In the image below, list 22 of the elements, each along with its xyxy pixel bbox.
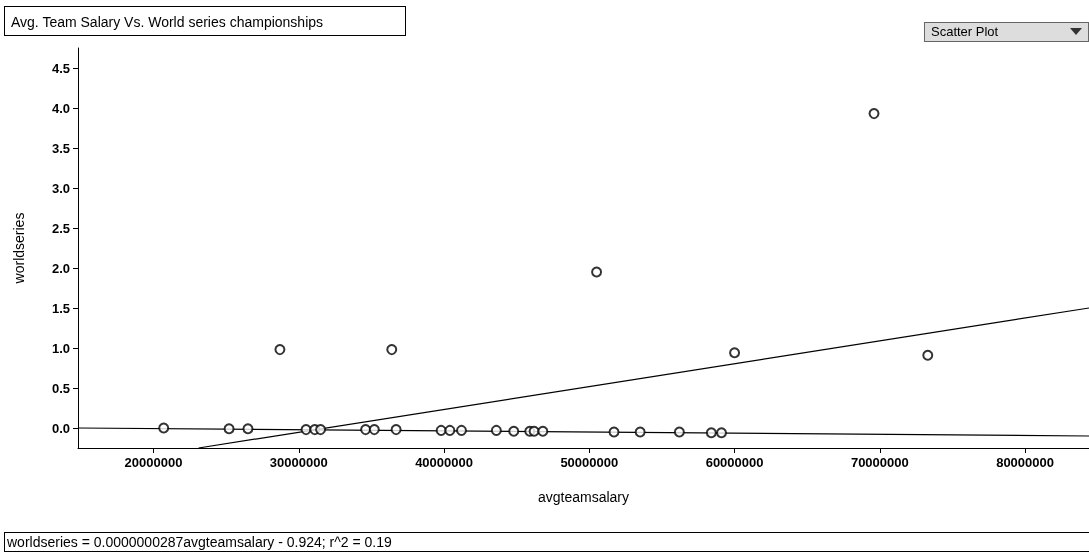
y-tick-label: 3.5	[51, 140, 70, 156]
x-tick-label: 60000000	[705, 455, 764, 470]
y-tick-label: 0.0	[51, 420, 70, 436]
y-tick-label: 1.5	[51, 300, 70, 316]
y-axis-title: worldseries	[11, 212, 27, 285]
x-tick-label: 40000000	[415, 455, 473, 470]
y-tick-label: 2.0	[51, 260, 70, 276]
chart-title: Avg. Team Salary Vs. World series championships	[4, 6, 406, 36]
x-axis-title: avgteamsalary	[537, 489, 630, 505]
text: worldseries = 0.0000000287avgteamsalary - 0.924; r^2 = 0.19	[4, 532, 1089, 552]
x-tick-label: 70000000	[850, 455, 909, 470]
y-tick-label: 4.0	[51, 100, 70, 116]
y-tick-label: 1.0	[51, 340, 70, 356]
x-tick-label: 50000000	[560, 455, 619, 470]
x-tick-label: 30000000	[269, 455, 328, 470]
y-tick-label: 4.5	[51, 60, 70, 76]
text: Scatter Plot	[931, 24, 999, 39]
y-tick-label: 3.0	[51, 180, 70, 196]
x-tick-label: 80000000	[996, 455, 1055, 470]
y-tick-label: 0.5	[51, 380, 70, 396]
y-tick-label: 2.5	[51, 220, 70, 236]
x-tick-label: 20000000	[124, 455, 183, 470]
